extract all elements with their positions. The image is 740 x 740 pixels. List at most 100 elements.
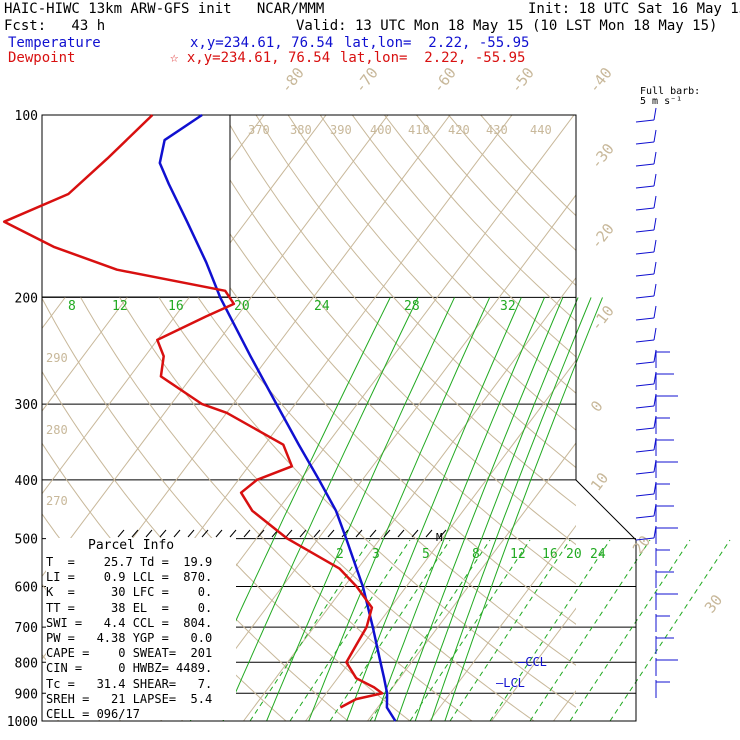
isotherm-line [616, 115, 740, 721]
level-hatch [299, 529, 307, 538]
dry-adiabat-line [351, 115, 576, 358]
dewpoint-profile [2, 114, 384, 709]
pressure-tick-label: 400 [15, 474, 38, 489]
level-hatch [285, 529, 293, 538]
isotherm-label: 30 [701, 591, 726, 616]
isotherm-label: -30 [587, 140, 618, 172]
mixing-ratio-label: 24 [590, 547, 606, 562]
mixing-ratio-line [222, 297, 419, 722]
moist-adiabat-line [329, 539, 451, 722]
dry-adiabat-line [287, 115, 576, 431]
parcel-info-row: CAPE = 0 SWEAT= 201 [46, 646, 213, 661]
wind-barb [635, 339, 655, 343]
mixing-ratio-label: 12 [510, 547, 526, 562]
dry-adiabat-line [159, 115, 576, 585]
forecast-hour: Fcst: 43 h [4, 18, 106, 34]
wind-barb [635, 185, 655, 189]
level-hatch [355, 529, 363, 538]
moist-adiabat-line [569, 539, 691, 722]
parcel-info-row: LI = 0.9 LCL = 870. [46, 570, 213, 585]
level-hatch [131, 529, 139, 538]
mixing-ratio-label: 8 [472, 547, 480, 562]
mixing-ratio-label: 8 [68, 299, 76, 314]
wind-barb [635, 251, 655, 255]
theta-label: 380 [290, 123, 312, 137]
dry-adiabat-line [42, 221, 473, 721]
mixing-ratio-line [266, 297, 455, 722]
moist-adiabat-line [449, 539, 571, 722]
ccl-label: —CCL [518, 655, 547, 669]
isotherm-label: -20 [587, 220, 618, 252]
theta-label: 400 [370, 123, 392, 137]
mixing-ratio-line [396, 297, 564, 722]
isotherm-line [553, 690, 576, 721]
mixing-ratio-label: 3 [372, 547, 380, 562]
dewpoint-legend: Dewpoint [8, 50, 76, 66]
wind-barb-flag [653, 151, 657, 165]
isotherm-label: 0 [587, 397, 607, 415]
temperature-profile [158, 113, 397, 722]
mixing-ratio-line [430, 297, 592, 722]
wind-barb [635, 119, 655, 123]
dry-adiabat-line [95, 115, 576, 666]
temperature-latlon: lat,lon= 2.22, -55.95 [344, 35, 530, 51]
moist-adiabat-line [409, 539, 531, 722]
pressure-tick-label: 1000 [7, 715, 38, 730]
pressure-tick-label: 500 [15, 533, 38, 548]
wind-barb [635, 449, 655, 453]
theta-label: 290 [46, 351, 68, 365]
level-hatch [397, 529, 405, 538]
hodograph-frame [41, 114, 231, 298]
wind-barb-flag [653, 239, 657, 253]
dry-adiabat-line [319, 115, 576, 394]
level-hatch [117, 529, 125, 538]
isotherm-line [42, 115, 389, 578]
theta-label: 280 [46, 423, 68, 437]
level-hatch [229, 529, 237, 538]
isotherm-line [181, 194, 576, 721]
wind-barb [635, 207, 655, 211]
wind-barb-flag [653, 217, 657, 231]
wind-barb [635, 317, 655, 321]
isotherm-line [491, 607, 576, 721]
parcel-info-title: Parcel Info [88, 538, 175, 553]
isotherm-label: -40 [585, 64, 616, 96]
mixing-ratio-label: 12 [112, 299, 128, 314]
level-hatch [313, 529, 321, 538]
isotherm-line [42, 115, 327, 495]
level-hatch [327, 529, 335, 538]
parcel-info-row: K = 30 LFC = 0. [46, 585, 213, 600]
wind-barb-flag [653, 305, 657, 319]
dry-adiabat-line [63, 115, 576, 708]
lcl-label: —LCL [496, 676, 525, 690]
moist-adiabat-line [489, 539, 611, 722]
wind-barb [635, 515, 655, 519]
wind-barb [635, 141, 655, 145]
level-hatch [257, 529, 265, 538]
wind-barb [635, 427, 655, 431]
dry-adiabat-line [42, 141, 535, 721]
level-hatch [201, 529, 209, 538]
plot-frame [41, 114, 637, 722]
mixing-ratio-label: 20 [234, 299, 250, 314]
wind-barb-flag [653, 195, 657, 209]
wind-barb-flag [653, 107, 657, 121]
mixing-ratio-line [374, 297, 545, 722]
wind-barb [635, 471, 655, 475]
mixing-ratio-label: 16 [168, 299, 184, 314]
isotherm-line [429, 524, 576, 721]
theta-label: 430 [486, 123, 508, 137]
pressure-tick-label: 900 [15, 687, 38, 702]
wind-barb [635, 295, 655, 299]
parcel-info-row: TT = 38 EL = 0. [46, 600, 213, 615]
mixing-ratio-line [444, 297, 603, 722]
isotherm-label: -70 [351, 64, 382, 96]
mixing-ratio-label: 5 [422, 547, 430, 562]
mixing-ratio-label: 2 [336, 547, 344, 562]
isotherm-line [305, 359, 576, 721]
wind-barb [635, 383, 655, 387]
wind-barb-flag [653, 261, 657, 275]
mixing-ratio-label: 32 [500, 299, 516, 314]
level-hatch [145, 529, 153, 538]
wind-barb-flag [653, 327, 657, 341]
